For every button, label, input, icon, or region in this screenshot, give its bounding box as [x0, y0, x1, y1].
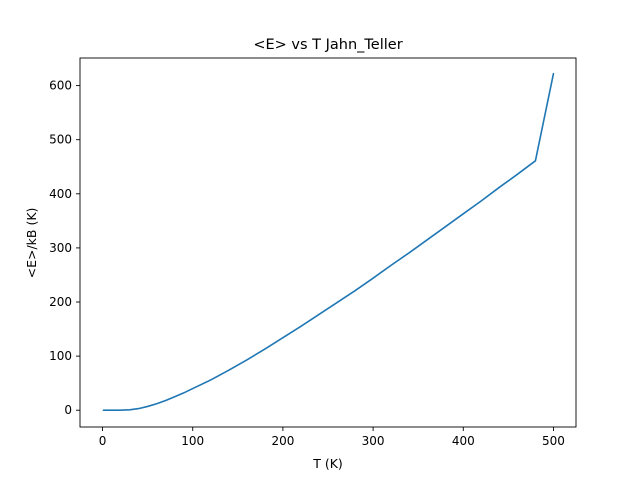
x-axis-label: T (K) [312, 456, 343, 471]
y-axis-label: <E>/kB (K) [24, 208, 39, 279]
x-tick-label: 200 [271, 434, 294, 448]
axes: 0 100 200 300 400 500 0 100 200 300 400 500 600 [49, 57, 577, 448]
chart-title: <E> vs T Jahn_Teller [253, 37, 402, 53]
y-tick-label: 600 [49, 79, 72, 93]
x-tick-label: 400 [452, 434, 475, 448]
y-tick-label: 500 [49, 133, 72, 147]
y-tick-label: 300 [49, 241, 72, 255]
x-tick-label: 300 [362, 434, 385, 448]
y-tick-label: 200 [49, 295, 72, 309]
x-tick-label: 100 [181, 434, 204, 448]
x-tick-label: 500 [542, 434, 565, 448]
y-tick-label: 400 [49, 187, 72, 201]
x-tick-label: 0 [99, 434, 107, 448]
y-tick-label: 0 [64, 403, 72, 417]
axes-frame [79, 57, 577, 428]
y-tick-label: 100 [49, 349, 72, 363]
plot-area [102, 72, 555, 412]
series-line-1 [102, 72, 555, 412]
